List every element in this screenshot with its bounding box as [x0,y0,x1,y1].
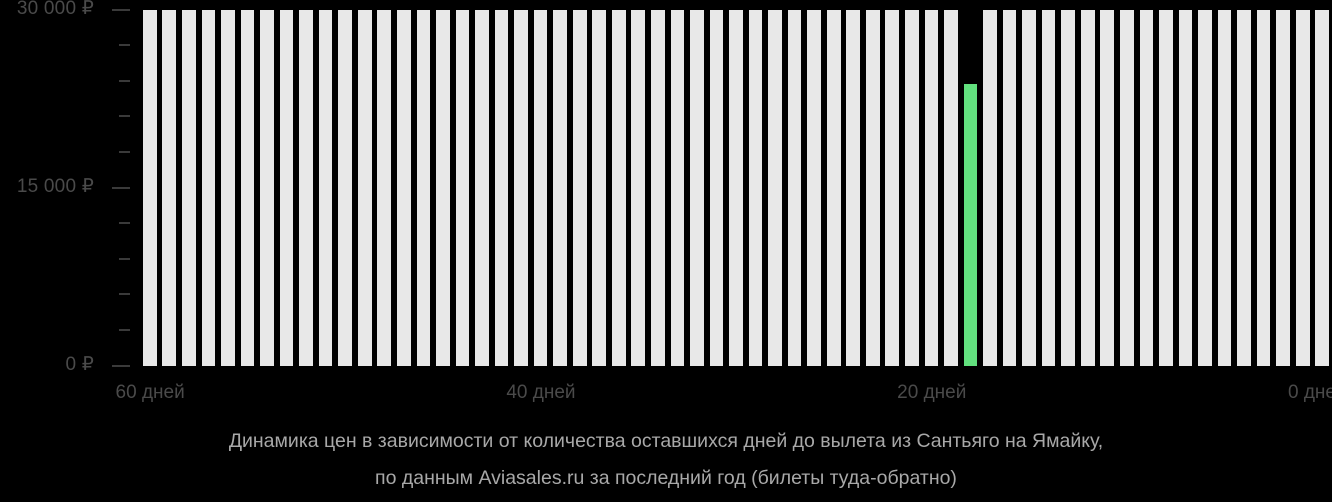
bar[interactable] [553,9,567,366]
bar[interactable] [1276,9,1290,366]
bar[interactable] [1295,9,1310,366]
bar[interactable] [826,9,841,366]
bar[interactable] [1041,9,1056,366]
bar[interactable] [787,9,802,366]
bar[interactable] [1022,9,1036,366]
bar[interactable] [611,9,626,366]
bar[interactable] [1139,9,1154,366]
bar[interactable] [1159,9,1173,366]
bar[interactable] [182,9,196,366]
chart-caption-line-1: Динамика цен в зависимости от количества… [228,430,1104,452]
x-axis-label: 0 дней [1288,382,1332,403]
bar[interactable] [670,9,685,366]
bar[interactable] [299,9,313,366]
bar[interactable] [377,9,392,366]
bar[interactable] [905,9,919,366]
bar[interactable] [885,9,900,366]
bar[interactable] [279,9,294,366]
bar[interactable] [983,9,997,366]
y-axis-label: 15 000 ₽ [16,175,94,197]
bar[interactable] [631,9,646,366]
bar[interactable] [729,9,743,366]
bar[interactable] [475,9,489,366]
bar[interactable] [709,9,724,366]
bar[interactable] [416,9,431,366]
y-axis-tick-minor [119,79,130,82]
bar[interactable] [1002,9,1017,366]
bar-series [140,0,1332,366]
bar[interactable] [1080,9,1095,366]
bar[interactable] [768,9,782,366]
bar[interactable] [1198,9,1212,366]
bar[interactable] [1178,9,1193,366]
bar[interactable] [201,9,216,366]
bar[interactable] [592,9,607,366]
x-axis-label: 60 дней [115,382,185,403]
bar[interactable] [338,9,352,366]
x-axis-baseline [140,366,1332,370]
bar[interactable] [436,9,450,366]
bar[interactable] [1237,9,1251,366]
x-axis-label: 40 дней [506,382,576,403]
bar[interactable] [1315,9,1330,366]
x-axis-label: 20 дней [897,382,967,403]
y-axis-label: 30 000 ₽ [16,0,94,19]
bar[interactable] [221,9,235,366]
bar[interactable] [240,9,255,366]
bar[interactable] [1256,9,1271,366]
bar[interactable] [1100,9,1115,366]
y-axis-tick-major [112,364,130,367]
bar[interactable] [162,9,177,366]
y-axis-tick-minor [119,44,130,47]
bar[interactable] [396,9,411,366]
bar[interactable] [924,9,939,366]
bar[interactable] [260,9,274,366]
y-axis-label: 0 ₽ [65,353,94,375]
bar[interactable] [865,9,880,366]
y-axis-tick-minor [119,115,130,118]
bar[interactable] [533,9,548,366]
y-axis-tick-minor [119,328,130,331]
bar[interactable] [357,9,372,366]
y-axis-tick-major [112,186,130,189]
bar[interactable] [1061,9,1076,366]
y-axis-tick-major [112,8,130,11]
y-axis-tick-minor [119,222,130,225]
bar[interactable] [572,9,587,366]
bar[interactable] [318,9,333,366]
y-axis-tick-minor [119,293,130,296]
chart-caption-line-2: по данным Aviasales.ru за последний год … [375,467,957,489]
bar[interactable] [650,9,665,366]
bar-highlighted[interactable] [963,84,978,366]
bar[interactable] [455,9,470,366]
bar[interactable] [1119,9,1134,366]
bar[interactable] [690,9,704,366]
bar[interactable] [494,9,509,366]
bar[interactable] [944,9,958,366]
bar[interactable] [846,9,861,366]
y-axis-tick-minor [119,257,130,260]
y-axis-tick-minor [119,150,130,153]
bar[interactable] [807,9,821,366]
bar[interactable] [748,9,763,366]
bar[interactable] [514,9,528,366]
bar[interactable] [142,9,157,366]
bar[interactable] [1217,9,1232,366]
